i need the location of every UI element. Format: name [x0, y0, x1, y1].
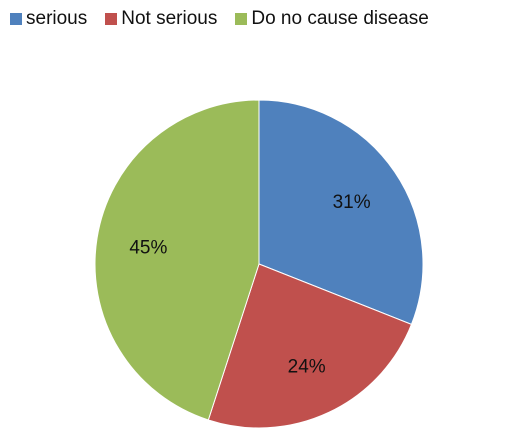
- pie-labels: 31% 24% 45%: [129, 192, 370, 377]
- pie-slice-1: [258, 99, 424, 326]
- legend-swatch-do-no-cause-disease: [235, 13, 248, 25]
- pie-slice-2: [207, 263, 413, 428]
- legend-item-do-no-cause-disease: Do no cause disease: [235, 8, 429, 30]
- legend-item-serious: serious: [10, 8, 87, 30]
- data-label-1: 31%: [333, 192, 371, 213]
- pie-slices: [94, 99, 424, 428]
- legend-swatch-serious: [10, 13, 22, 25]
- data-label-2: 24%: [288, 356, 326, 377]
- legend-swatch-not-serious: [105, 13, 118, 25]
- legend-item-not-serious: Not serious: [105, 8, 217, 30]
- legend-label-serious: serious: [26, 8, 88, 29]
- chart-legend: serious Not serious Do no cause disease: [10, 8, 429, 30]
- legend-label-do-no-cause-disease: Do no cause disease: [251, 8, 429, 29]
- data-label-3: 45%: [129, 237, 167, 258]
- legend-label-not-serious: Not serious: [121, 8, 218, 29]
- pie-slice-3: [94, 99, 260, 421]
